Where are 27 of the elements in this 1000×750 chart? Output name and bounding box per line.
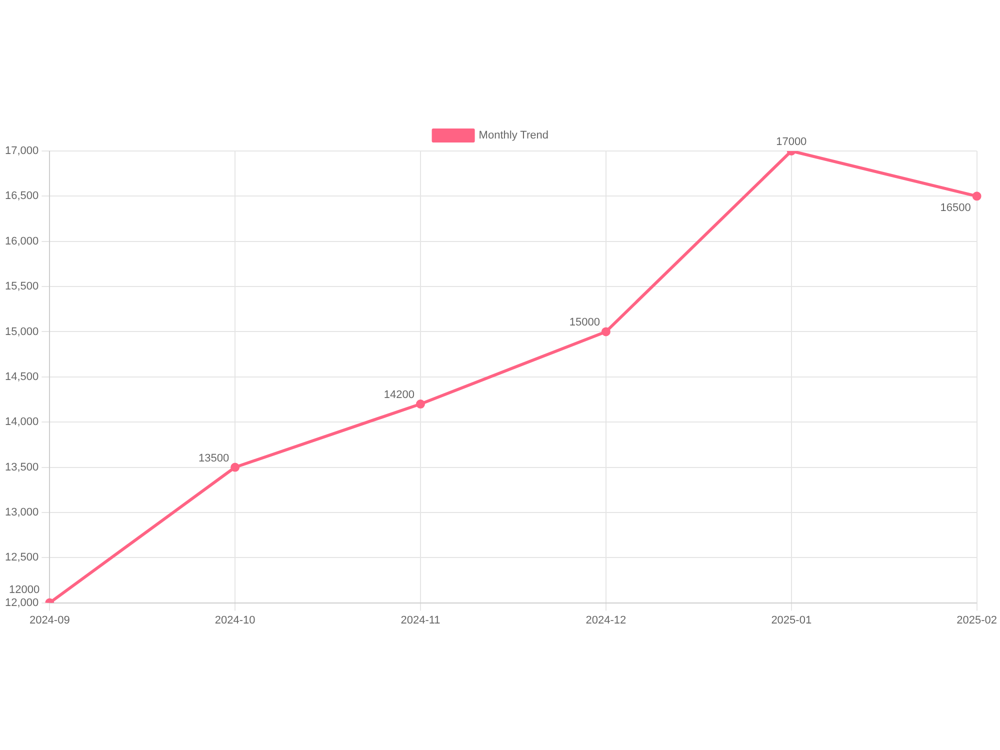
y-tick-label: 13,000	[4, 506, 39, 518]
x-tick-label: 2025-02	[956, 614, 998, 626]
data-label: 16500	[940, 202, 971, 214]
point	[230, 462, 240, 472]
y-tick-label: 12,000	[4, 596, 39, 609]
x-tick-label: 2024-09	[29, 614, 70, 626]
y-tick-label: 16,500	[4, 190, 39, 202]
y-tick-label: 13,500	[4, 461, 39, 474]
y-tick-label: 16,000	[4, 235, 39, 248]
data-label: 13500	[198, 452, 230, 464]
x-tick-label: 2024-11	[400, 614, 440, 626]
y-tick-label: 14,000	[4, 416, 39, 428]
y-tick-label: 17,000	[4, 145, 39, 158]
y-tick-label: 14,500	[4, 370, 39, 383]
data-label: 15000	[569, 316, 600, 329]
y-tick-label: 12,500	[4, 552, 39, 564]
x-tick-label: 2024-12	[586, 614, 626, 626]
data-label: 14200	[384, 389, 415, 402]
y-tick-label: 15,500	[4, 280, 39, 293]
point	[416, 400, 426, 409]
x-tick-label: 2025-01	[771, 614, 812, 626]
y-tick-label: 15,000	[4, 326, 39, 338]
point	[601, 327, 610, 336]
data-label: 17000	[776, 136, 807, 148]
data-label: 12000	[9, 584, 40, 596]
x-tick-label: 2024-10	[214, 614, 256, 626]
legend-label: Monthly Trend	[478, 130, 549, 142]
